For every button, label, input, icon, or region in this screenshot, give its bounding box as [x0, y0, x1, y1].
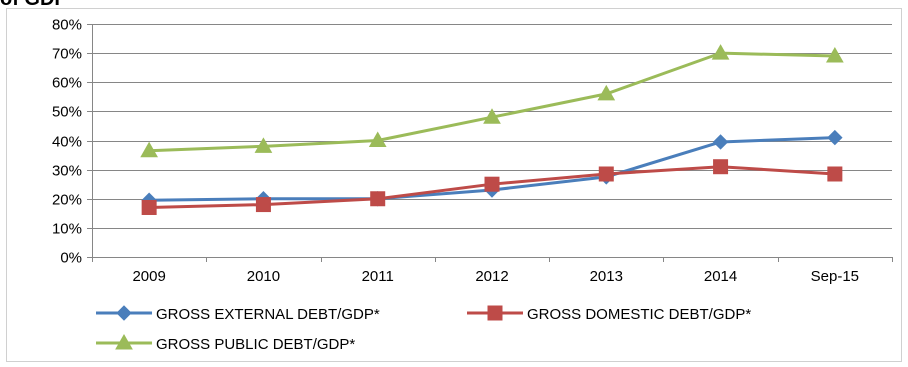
data-point [713, 159, 729, 175]
legend-item: GROSS PUBLIC DEBT/GDP* [96, 333, 355, 353]
x-tick-label: 2013 [590, 268, 623, 285]
y-tick-label: 30% [52, 163, 82, 180]
data-point [368, 131, 387, 147]
data-point [598, 166, 614, 182]
legend: GROSS EXTERNAL DEBT/GDP* GROSS DOMESTIC D… [96, 305, 751, 353]
series-line [149, 51, 835, 153]
y-tick-label: 60% [52, 75, 82, 92]
y-tick-label: 40% [52, 134, 82, 151]
data-point [483, 108, 501, 124]
legend-swatch-marker [115, 333, 133, 350]
data-point [254, 137, 273, 153]
series-group [140, 44, 844, 215]
x-tick-label: 2011 [362, 268, 394, 285]
legend-swatch-marker [116, 305, 132, 321]
data-point [711, 44, 730, 60]
series-3 [140, 44, 844, 158]
y-tick-label: 10% [52, 221, 82, 238]
data-point [825, 47, 844, 63]
legend-label: GROSS EXTERNAL DEBT/GDP* [156, 306, 380, 323]
y-tick-label: 70% [52, 46, 82, 63]
y-tick-label: 20% [52, 192, 82, 209]
data-point [484, 176, 500, 192]
y-axis: 0% 10% 20% 30% 40% 50% 60% 70% 80% [52, 17, 93, 267]
data-point [140, 141, 159, 158]
data-point [141, 199, 157, 215]
x-tick-label: 2014 [704, 268, 737, 285]
legend-item: GROSS EXTERNAL DEBT/GDP* [96, 305, 380, 323]
chart-border [6, 8, 902, 362]
data-point [370, 191, 386, 207]
x-tick-label: 2009 [132, 268, 165, 285]
data-point [597, 84, 616, 101]
cropped-title: of GDP [0, 0, 68, 11]
series-2 [141, 159, 843, 215]
x-tick-label: Sep-15 [811, 268, 859, 285]
x-tick-label: 2012 [475, 268, 508, 285]
legend-label: GROSS PUBLIC DEBT/GDP* [156, 336, 355, 353]
data-point [827, 129, 843, 146]
x-tick-label: 2010 [247, 268, 280, 285]
y-tick-label: 50% [52, 104, 82, 121]
y-tick-label: 0% [60, 250, 82, 267]
legend-item: GROSS DOMESTIC DEBT/GDP* [467, 305, 751, 323]
data-point [712, 134, 729, 150]
legend-label: GROSS DOMESTIC DEBT/GDP* [527, 306, 751, 323]
data-point [255, 197, 271, 213]
x-axis: 2009 2010 2011 2012 2013 2014 Sep-15 [92, 257, 893, 285]
legend-swatch-marker [487, 305, 503, 321]
data-point [827, 166, 843, 182]
y-tick-label: 80% [52, 17, 82, 34]
